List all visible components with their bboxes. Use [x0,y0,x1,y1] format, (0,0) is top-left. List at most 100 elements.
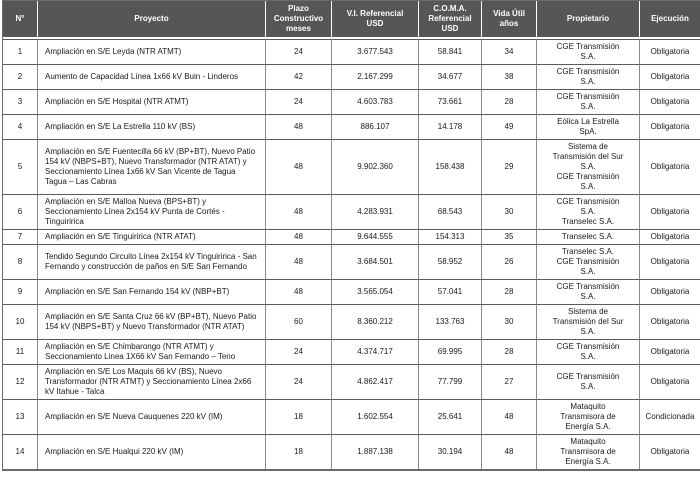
coma-referencial-cell: 133.763 [419,304,482,339]
ejecucion-cell: Obligatoria [640,244,700,279]
plazo-constructivo-cell: 24 [266,89,332,114]
propietario-cell: Eólica La Estrella SpA. [537,114,640,139]
row-number-cell: 3 [3,89,38,114]
coma-referencial-cell: 58.841 [419,39,482,64]
ejecucion-cell: Obligatoria [640,64,700,89]
project-cell: Ampliación en S/E Leyda (NTR ATMT) [38,39,266,64]
vida-util-cell: 29 [482,139,537,194]
vida-util-cell: 28 [482,279,537,304]
header-coma-referencial: C.O.M.A. Referencial USD [419,1,482,39]
coma-referencial-cell: 34.677 [419,64,482,89]
project-cell: Ampliación en S/E Hospital (NTR ATMT) [38,89,266,114]
vida-util-cell: 35 [482,229,537,244]
table-row: 5 Ampliación en S/E Fuentecilla 66 kV (BP… [3,139,700,194]
ejecucion-cell: Obligatoria [640,229,700,244]
vi-referencial-cell: 2.167.299 [332,64,419,89]
plazo-constructivo-cell: 48 [266,244,332,279]
table-body: 1 Ampliación en S/E Leyda (NTR ATMT) 24 3.6… [3,39,700,469]
vida-util-cell: 49 [482,114,537,139]
project-cell: Ampliación en S/E La Estrella 110 kV (BS… [38,114,266,139]
plazo-constructivo-cell: 24 [266,39,332,64]
coma-referencial-cell: 158.438 [419,139,482,194]
table-row: 1 Ampliación en S/E Leyda (NTR ATMT) 24 3.6… [3,39,700,64]
row-number-cell: 6 [3,194,38,229]
vi-referencial-cell: 3.684.501 [332,244,419,279]
vi-referencial-cell: 886.107 [332,114,419,139]
row-number-cell: 12 [3,364,38,399]
vi-referencial-cell: 4.374.717 [332,339,419,364]
coma-referencial-cell: 154.313 [419,229,482,244]
row-number-cell: 7 [3,229,38,244]
project-cell: Ampliación en S/E Malloa Nueva (BPS+BT) … [38,194,266,229]
vida-util-cell: 28 [482,339,537,364]
vida-util-cell: 48 [482,434,537,469]
coma-referencial-cell: 69.995 [419,339,482,364]
header-plazo-constructivo: Plazo Constructivo meses [266,1,332,39]
project-cell: Ampliación en S/E San Fernando 154 kV (N… [38,279,266,304]
row-number-cell: 14 [3,434,38,469]
coma-referencial-cell: 58.952 [419,244,482,279]
vi-referencial-cell: 1.887.138 [332,434,419,469]
projects-table: N° Proyecto Plazo Constructivo meses V.I… [2,0,700,471]
plazo-constructivo-cell: 48 [266,194,332,229]
vida-util-cell: 48 [482,399,537,434]
project-cell: Ampliación en S/E Fuentecilla 66 kV (BP+… [38,139,266,194]
coma-referencial-cell: 25.641 [419,399,482,434]
ejecucion-cell: Obligatoria [640,279,700,304]
coma-referencial-cell: 68.543 [419,194,482,229]
plazo-constructivo-cell: 18 [266,399,332,434]
header-numero: N° [3,1,38,39]
ejecucion-cell: Condicionada [640,399,700,434]
project-cell: Ampliación en S/E Santa Cruz 66 kV (BP+B… [38,304,266,339]
row-number-cell: 9 [3,279,38,304]
row-number-cell: 10 [3,304,38,339]
row-number-cell: 1 [3,39,38,64]
project-cell: Ampliación en S/E Hualqui 220 kV (IM) [38,434,266,469]
propietario-cell: CGE Transmisión S.A. [537,39,640,64]
header-vi-referencial: V.I. Referencial USD [332,1,419,39]
row-number-cell: 8 [3,244,38,279]
propietario-cell: Mataquito Transmisora de Energía S.A. [537,434,640,469]
plazo-constructivo-cell: 48 [266,139,332,194]
propietario-cell: CGE Transmisión S.A. [537,364,640,399]
propietario-cell: Mataquito Transmisora de Energía S.A. [537,399,640,434]
header-propietario: Propietario [537,1,640,39]
propietario-cell: Transelec S.A. [537,229,640,244]
plazo-constructivo-cell: 24 [266,339,332,364]
table-row: 13 Ampliación en S/E Nueva Cauquenes 220 … [3,399,700,434]
vi-referencial-cell: 1.602.554 [332,399,419,434]
table-row: 10 Ampliación en S/E Santa Cruz 66 kV (BP… [3,304,700,339]
table-row: 7 Ampliación en S/E Tinguiririca (NTR ATA… [3,229,700,244]
ejecucion-cell: Obligatoria [640,89,700,114]
vi-referencial-cell: 9.644.555 [332,229,419,244]
propietario-cell: CGE Transmisión S.A. [537,89,640,114]
propietario-cell: CGE Transmisión S.A. [537,279,640,304]
row-number-cell: 5 [3,139,38,194]
propietario-cell: CGE Transmisión S.A. Transelec S.A. [537,194,640,229]
table-row: 2 Aumento de Capacidad Línea 1x66 kV Buin… [3,64,700,89]
vida-util-cell: 34 [482,39,537,64]
ejecucion-cell: Obligatoria [640,339,700,364]
vida-util-cell: 30 [482,194,537,229]
vi-referencial-cell: 4.862.417 [332,364,419,399]
plazo-constructivo-cell: 48 [266,114,332,139]
table-row: 14 Ampliación en S/E Hualqui 220 kV (IM) 1… [3,434,700,469]
vi-referencial-cell: 8.360.212 [332,304,419,339]
vida-util-cell: 38 [482,64,537,89]
ejecucion-cell: Obligatoria [640,364,700,399]
vi-referencial-cell: 4.603.783 [332,89,419,114]
table-row: 11 Ampliación en S/E Chimbarongo (NTR ATM… [3,339,700,364]
vi-referencial-cell: 3.677.543 [332,39,419,64]
table-header-row: N° Proyecto Plazo Constructivo meses V.I… [3,1,700,39]
row-number-cell: 11 [3,339,38,364]
plazo-constructivo-cell: 18 [266,434,332,469]
table-row: 4 Ampliación en S/E La Estrella 110 kV (B… [3,114,700,139]
vida-util-cell: 28 [482,89,537,114]
vi-referencial-cell: 4.283.931 [332,194,419,229]
table-row: 6 Ampliación en S/E Malloa Nueva (BPS+BT)… [3,194,700,229]
ejecucion-cell: Obligatoria [640,434,700,469]
propietario-cell: Transelec S.A. CGE Transmisión S.A. [537,244,640,279]
header-vida-util: Vida Útil años [482,1,537,39]
table-row: 12 Ampliación en S/E Los Maquis 66 kV (BS… [3,364,700,399]
